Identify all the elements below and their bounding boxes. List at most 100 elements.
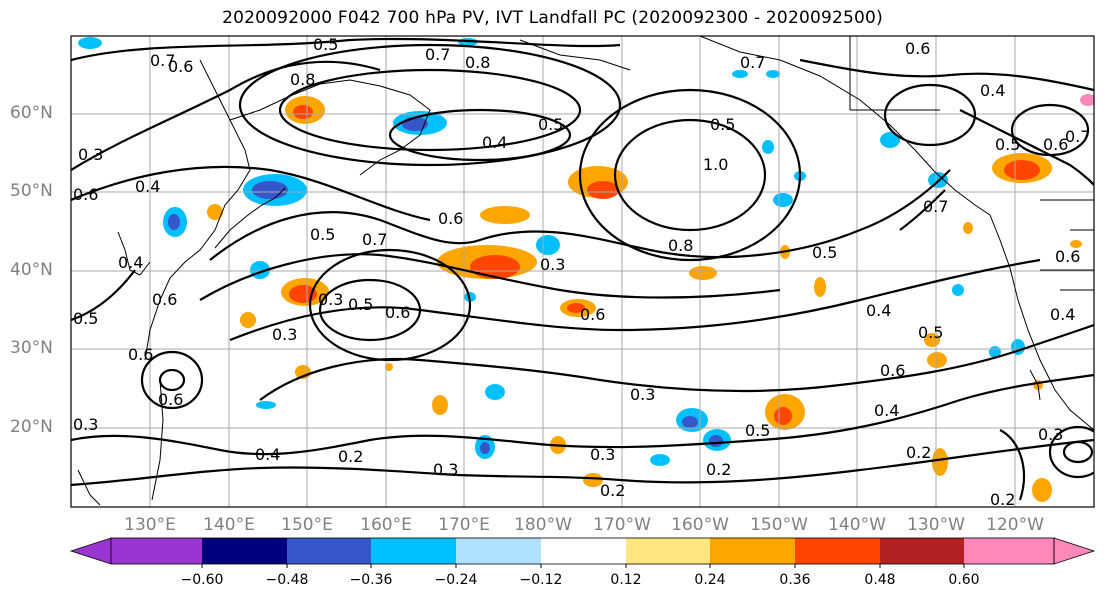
colorbar-segment (795, 538, 880, 564)
contour-labels: 0.5 0.7 0.6 0.7 0.8 0.6 0.4 0.5 0.7 0.8 … (73, 35, 1090, 509)
contour-label: 0.2 (706, 460, 731, 479)
lat-label: 50°N (10, 181, 53, 201)
contour-label: 0.3 (318, 290, 343, 309)
contour-label: 0.6 (152, 290, 177, 309)
contour-label: 0.4 (1050, 305, 1075, 324)
colorbar (69, 537, 1096, 568)
colorbar-tick-label: −0.36 (349, 572, 393, 588)
colorbar-tick-label: −0.60 (180, 572, 224, 588)
colorbar-segment (111, 538, 202, 564)
colorbar-tick-label: 0.48 (864, 572, 896, 588)
pv-contours (71, 37, 1094, 501)
contour-label: 0.3 (1038, 425, 1063, 444)
contour-label: 0.7 (150, 51, 175, 70)
lat-label: 30°N (10, 338, 53, 358)
contour-label: 0.5 (812, 243, 837, 262)
lon-label: 180°W (514, 515, 572, 535)
contour-label: 0.3 (433, 460, 458, 479)
colorbar-segment (371, 538, 456, 564)
contour-label: 0.5 (745, 421, 770, 440)
contour-label: 0.6 (1055, 247, 1080, 266)
contour-label: 1.0 (703, 155, 728, 174)
colorbar-tick-label: 0.12 (610, 572, 642, 588)
contour-label: 0.5 (918, 323, 943, 342)
contour-label: 0.8 (465, 53, 490, 72)
contour-label: 0.3 (73, 415, 98, 434)
contour-label: 0.5 (538, 115, 563, 134)
contour-label: 0.5 (710, 115, 735, 134)
pv-shading (78, 37, 1094, 502)
lon-label: 150°E (281, 515, 333, 535)
contour-label: 0.4 (980, 81, 1005, 100)
lon-label: 120°W (986, 515, 1044, 535)
contour-label: 0.4 (135, 177, 160, 196)
graticule (71, 36, 1094, 507)
colorbar-segment (456, 538, 541, 564)
contour-label: 0.7 (425, 45, 450, 64)
coastlines (77, 36, 1094, 506)
contour-label: 0.3 (590, 445, 615, 464)
colorbar-tick-label: −0.24 (434, 572, 478, 588)
colorbar-segment (710, 538, 795, 564)
contour-label: 0.5 (310, 225, 335, 244)
lat-label: 40°N (10, 260, 53, 280)
colorbar-extend-max (1053, 537, 1096, 565)
lon-label: 140°E (203, 515, 255, 535)
contour-label: 0.6 (168, 57, 193, 76)
lon-label: 160°W (671, 515, 729, 535)
colorbar-segment (202, 538, 287, 564)
colorbar-tick-label: −0.12 (519, 572, 563, 588)
lon-label: 160°E (360, 515, 412, 535)
lat-label: 60°N (10, 103, 53, 123)
colorbar-outline (110, 537, 1055, 565)
contour-label: 0.3 (540, 255, 565, 274)
contour-label: 0.4 (482, 133, 507, 152)
contour-label: 0.5 (995, 135, 1020, 154)
colorbar-ticks (201, 564, 965, 568)
lat-label: 20°N (10, 417, 53, 437)
lon-label: 150°W (750, 515, 808, 535)
colorbar-extend-min (69, 537, 112, 565)
lon-label: 130°E (124, 515, 176, 535)
colorbar-segment (964, 538, 1054, 564)
contour-label: 0.3 (78, 145, 103, 164)
lon-label: 170°W (593, 515, 651, 535)
map-title: 2020092000 F042 700 hPa PV, IVT Landfall… (222, 8, 883, 28)
colorbar-segment (541, 538, 626, 564)
colorbar-tick-label: 0.60 (948, 572, 980, 588)
lon-label: 170°E (438, 515, 490, 535)
colorbar-tick-label: 0.36 (779, 572, 811, 588)
contour-label: 0.8 (290, 70, 315, 89)
lon-label: 140°W (828, 515, 886, 535)
contour-label: 0.4 (874, 401, 899, 420)
contour-label: 0.6 (580, 305, 605, 324)
contour-label: 0.7 (1065, 127, 1090, 146)
contour-label: 0.7 (362, 230, 387, 249)
contour-label: 0.5 (73, 309, 98, 328)
colorbar-segment (626, 538, 710, 564)
contour-label: 0.6 (880, 361, 905, 380)
contour-label: 0.2 (338, 447, 363, 466)
contour-label: 0.6 (385, 303, 410, 322)
contour-label: 0.4 (118, 253, 143, 272)
contour-label: 0.3 (272, 325, 297, 344)
contour-label: 0.5 (348, 295, 373, 314)
colorbar-segment (880, 538, 964, 564)
contour-label: 0.3 (630, 385, 655, 404)
contour-label: 0.4 (255, 445, 280, 464)
contour-label: 0.6 (438, 209, 463, 228)
contour-label: 0.2 (990, 490, 1015, 509)
contour-label: 0.5 (313, 35, 338, 54)
contour-label: 0.4 (866, 301, 891, 320)
map-frame (70, 35, 1095, 508)
contour-label: 0.6 (158, 390, 183, 409)
colorbar-tick-label: −0.48 (265, 572, 309, 588)
contour-label: 0.7 (740, 53, 765, 72)
colorbar-tick-label: 0.24 (694, 572, 726, 588)
lon-label: 130°W (907, 515, 965, 535)
map-panel: 0.5 0.7 0.6 0.7 0.8 0.6 0.4 0.5 0.7 0.8 … (71, 35, 1094, 509)
contour-label: 0.2 (906, 443, 931, 462)
contour-label: 0.6 (73, 185, 98, 204)
contour-label: 0.7 (923, 197, 948, 216)
